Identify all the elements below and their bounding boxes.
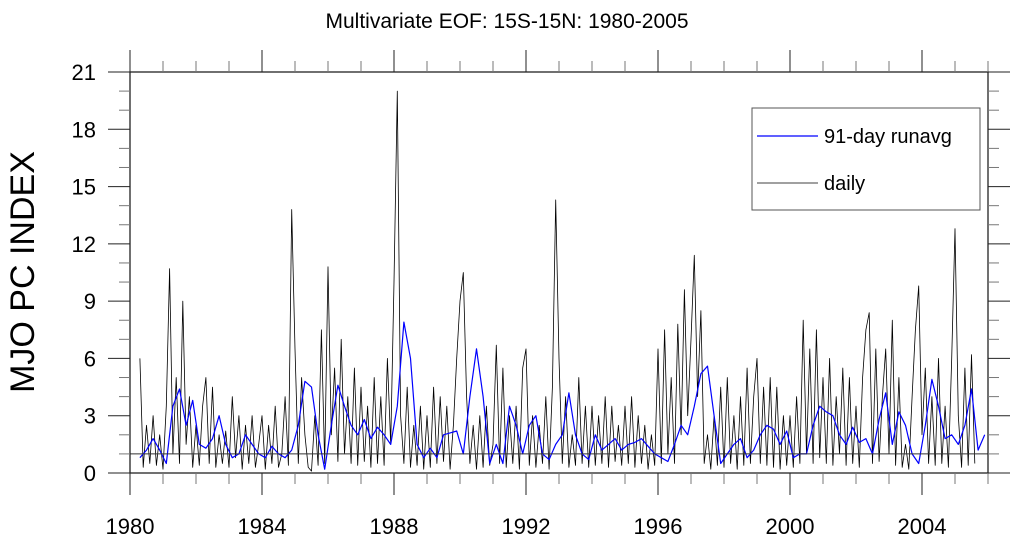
y-tick-label: 18	[72, 117, 96, 142]
chart-title: Multivariate EOF: 15S-15N: 1980-2005	[325, 10, 688, 33]
x-tick-label: 1996	[634, 514, 683, 539]
x-tick-label: 2000	[766, 514, 815, 539]
x-tick-label: 1980	[106, 514, 155, 539]
legend-box	[751, 107, 981, 211]
daily-series-layer	[139, 90, 976, 472]
x-tick-label: 1992	[502, 514, 551, 539]
y-axis-label: MJO PC INDEX	[4, 151, 42, 393]
x-tick-label: 1984	[238, 514, 287, 539]
x-tick-label: 2004	[898, 514, 947, 539]
runavg-series-layer	[139, 321, 986, 470]
y-tick-label: 15	[72, 175, 96, 200]
series-line-91-day-runavg	[139, 321, 986, 470]
legend-label-runavg: 91-day runavg	[824, 126, 952, 148]
y-tick-label: 21	[72, 60, 96, 85]
legend-label-daily: daily	[824, 173, 865, 195]
y-tick-label: 9	[84, 289, 96, 314]
legend: 91-day runavg daily	[751, 107, 981, 211]
y-tick-label: 3	[84, 404, 96, 429]
series-line-daily	[139, 90, 976, 472]
y-tick-label: 6	[84, 346, 96, 371]
y-tick-label: 12	[72, 232, 96, 257]
x-tick-label: 1988	[370, 514, 419, 539]
y-tick-label: 0	[84, 461, 96, 486]
axes: 1980 1984 1988 1992 1996 2000 2004 0 3 6 9 12 15 18 21	[72, 50, 1010, 539]
